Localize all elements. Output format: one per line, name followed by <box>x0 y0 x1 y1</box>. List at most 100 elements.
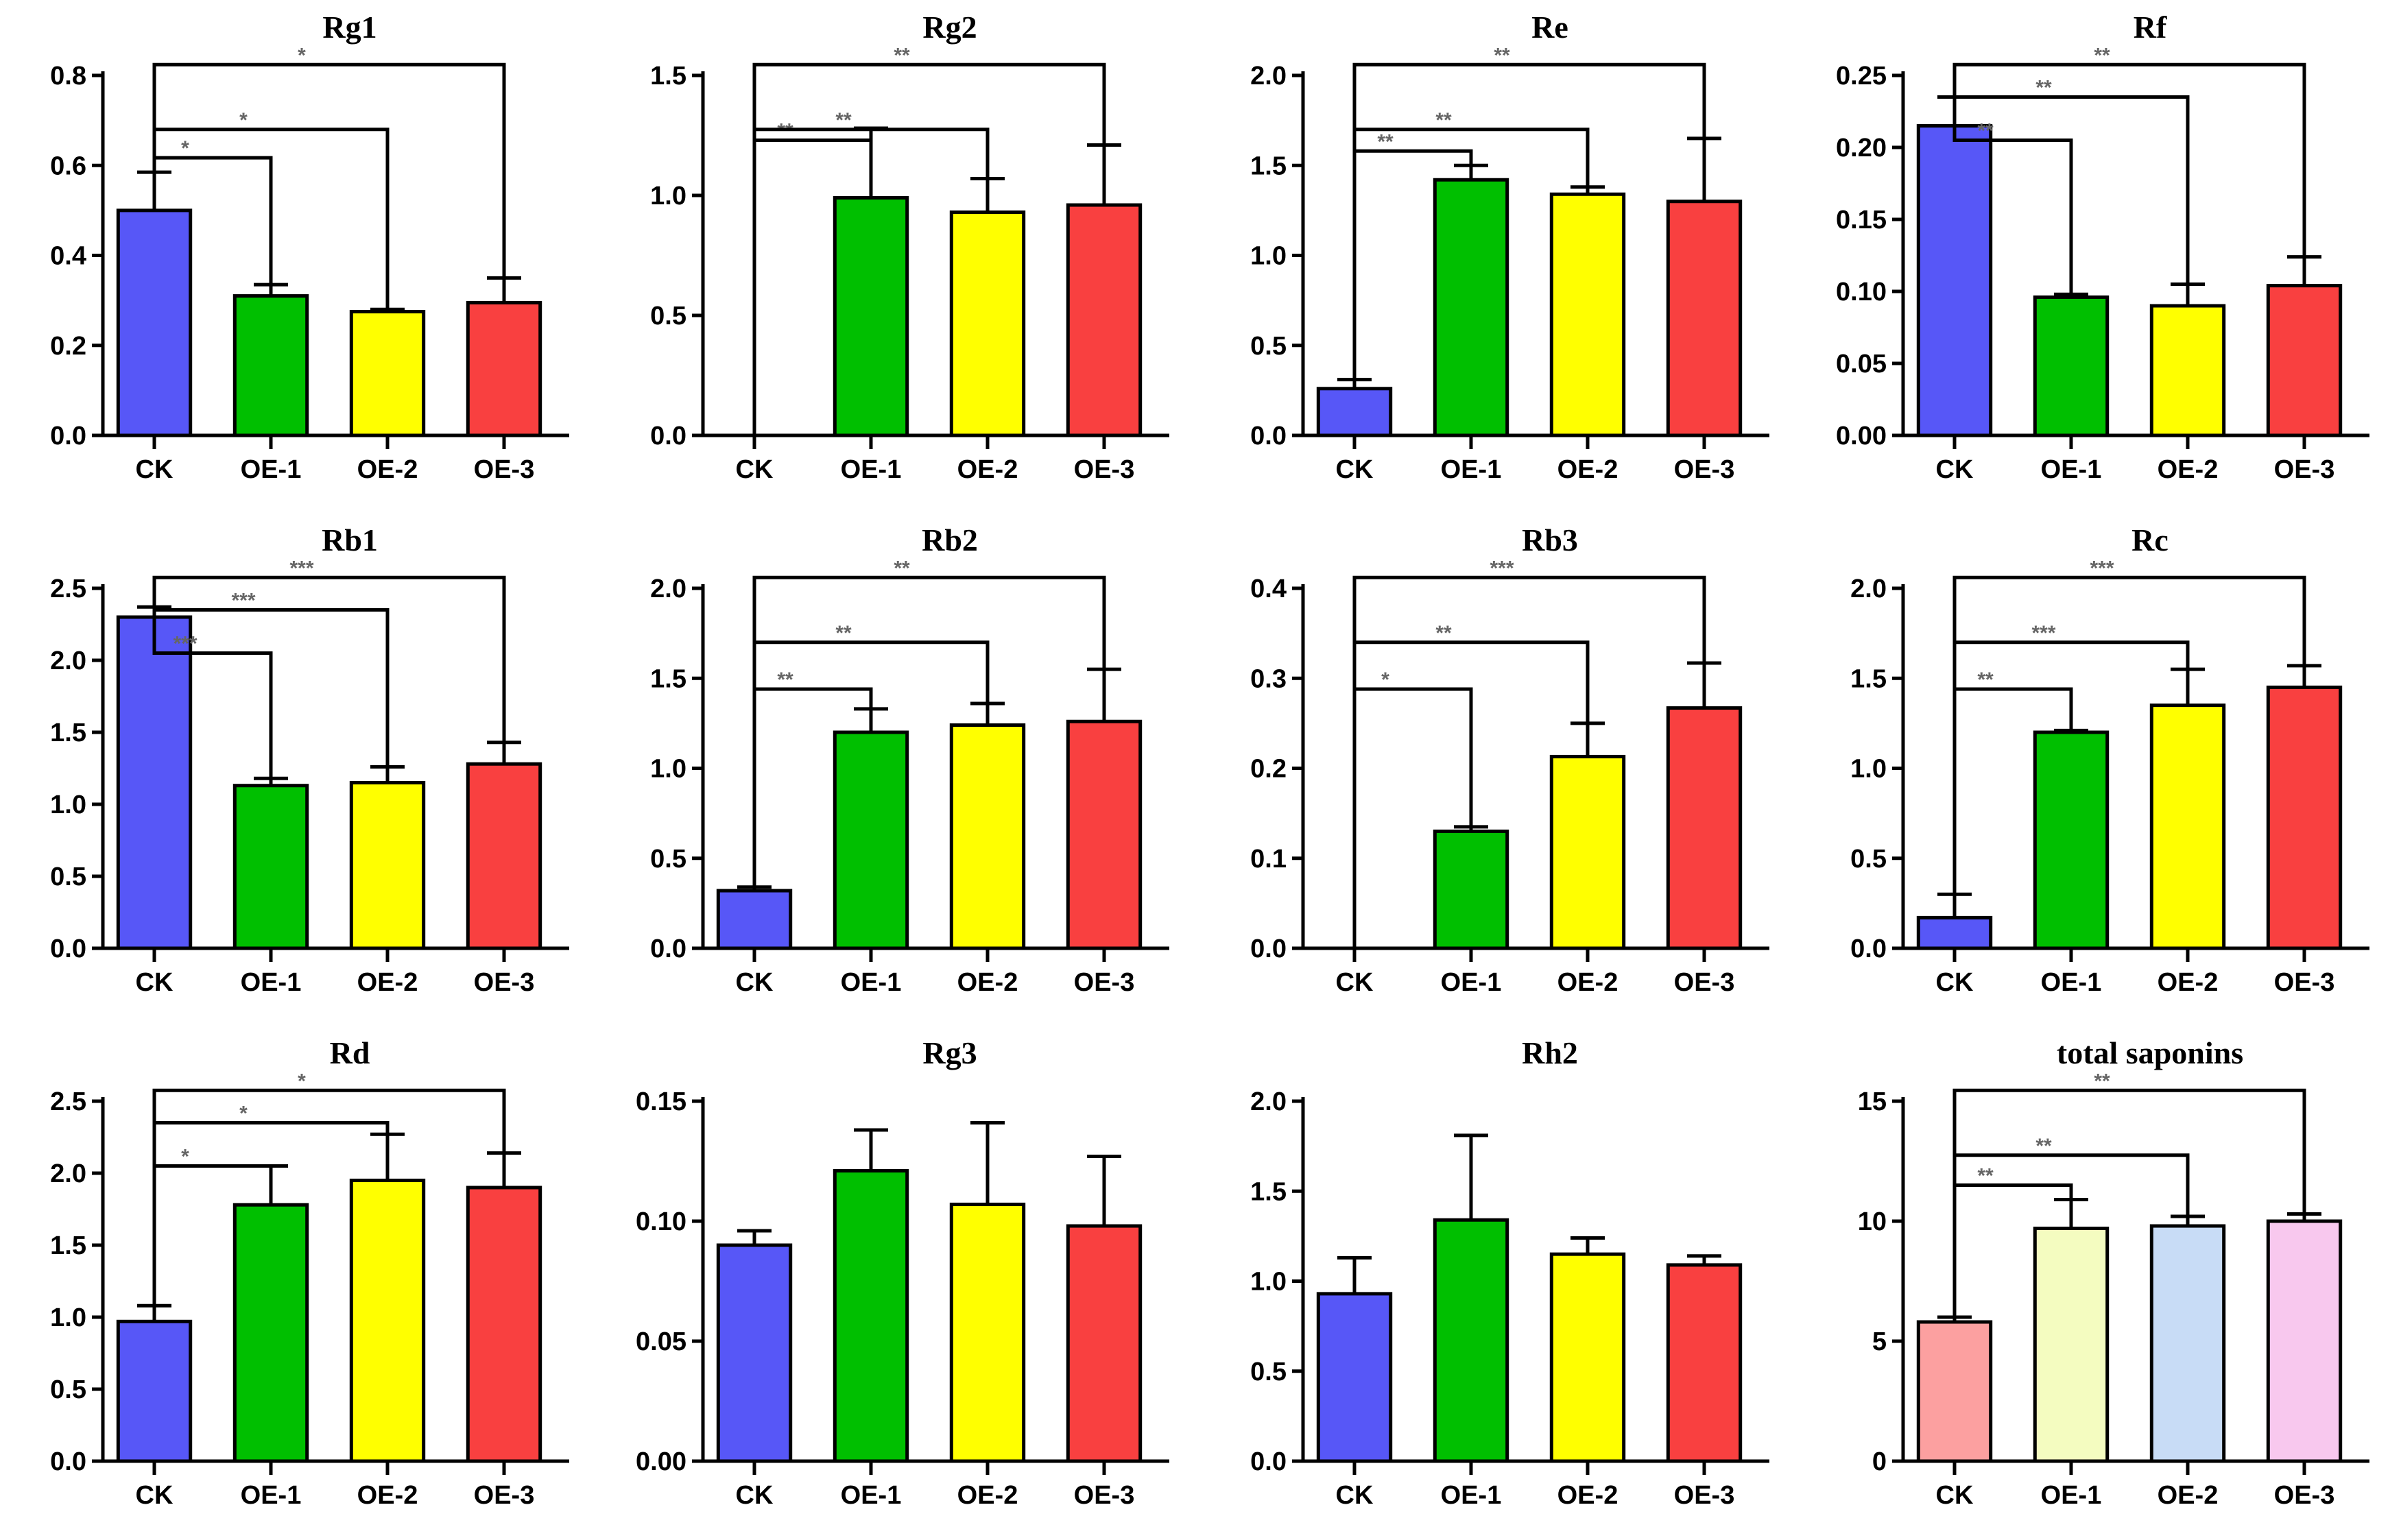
significance-bracket <box>152 575 506 743</box>
x-tick-label: CK <box>1336 968 1374 997</box>
x-tick-label: OE-3 <box>1674 968 1735 997</box>
y-tick-label: 0.0 <box>1250 935 1287 963</box>
significance-label: * <box>298 44 306 67</box>
bar-oe-1 <box>232 784 309 950</box>
bar-oe-3 <box>1666 200 1743 437</box>
y-tick-label: 1.5 <box>650 62 686 91</box>
x-tick-label: CK <box>1936 968 1974 997</box>
significance-label: *** <box>1490 557 1514 579</box>
bar-oe-1 <box>1433 829 1509 950</box>
bar-oe-1 <box>833 1169 909 1463</box>
significance-label: ** <box>835 109 852 132</box>
y-tick-label: 0.05 <box>636 1327 686 1356</box>
significance-label: ** <box>2094 1070 2110 1092</box>
y-tick-label: 0.0 <box>50 1447 86 1476</box>
x-tick-label: OE-1 <box>241 968 302 997</box>
bar-oe-1 <box>2033 730 2110 950</box>
significance-bracket <box>152 607 273 779</box>
significance-label: *** <box>173 633 197 655</box>
x-tick-label: OE-2 <box>2158 455 2219 484</box>
y-tick-label: 0.5 <box>1850 845 1887 874</box>
bar-oe-1 <box>833 196 909 437</box>
bar-ck <box>1316 387 1393 437</box>
chart-panel-total-saponins: total saponins 0 5 10 15 CK OE-1 OE-2 OE-3 ** ** ** <box>1858 1035 2369 1510</box>
x-tick-label: OE-1 <box>1441 968 1502 997</box>
y-tick-label: 0.0 <box>650 935 686 963</box>
significance-label: ** <box>894 44 910 67</box>
y-tick-label: 0.4 <box>1250 575 1287 603</box>
bar-oe-3 <box>1666 1263 1743 1463</box>
bar-oe-1 <box>232 1203 309 1463</box>
y-tick-label: 1.5 <box>1250 152 1287 180</box>
significance-bracket <box>1952 1088 2306 1317</box>
chart-title: Rg1 <box>322 10 377 45</box>
y-tick-label: 0.2 <box>1250 755 1287 784</box>
y-tick-label: 0.25 <box>1836 62 1887 91</box>
x-tick-label: OE-1 <box>841 455 902 484</box>
significance-label: * <box>239 1103 248 1125</box>
significance-label: ** <box>2035 77 2052 99</box>
x-tick-label: CK <box>1936 455 1974 484</box>
significance-bracket <box>1955 95 2190 285</box>
significance-label: ** <box>2094 44 2110 67</box>
bar-oe-2 <box>1549 192 1626 437</box>
chart-panel-rb2: Rb2 0.0 0.5 1.0 1.5 2.0 CK OE-1 OE-2 OE-3 ** ** ** <box>650 522 1169 997</box>
x-tick-label: OE-3 <box>1074 968 1135 997</box>
y-tick-label: 0.6 <box>50 152 86 180</box>
x-tick-label: OE-3 <box>474 455 535 484</box>
bar-oe-3 <box>1066 203 1143 437</box>
significance-label: ** <box>777 669 793 691</box>
y-tick-label: 0.5 <box>1250 1358 1287 1386</box>
bar-ck <box>116 615 193 950</box>
bar-oe-1 <box>1433 178 1509 437</box>
y-tick-label: 0.10 <box>636 1207 686 1236</box>
bar-oe-3 <box>466 300 542 437</box>
y-tick-label: 1.0 <box>1250 242 1287 271</box>
chart-panel-rg1: Rg1 0.0 0.2 0.4 0.6 0.8 CK OE-1 OE-2 OE-3 * * * <box>50 10 569 484</box>
chart-title: Re <box>1531 10 1568 45</box>
bar-oe-3 <box>1066 719 1143 950</box>
bar-oe-3 <box>1066 1224 1143 1463</box>
bar-ck <box>1916 915 1993 950</box>
chart-title: Rc <box>2131 522 2169 557</box>
significance-label: ** <box>1377 130 1394 153</box>
significance-bracket <box>152 1088 506 1306</box>
x-tick-label: OE-1 <box>2041 1481 2102 1510</box>
significance-label: *** <box>2031 622 2055 645</box>
x-tick-label: OE-2 <box>2158 1481 2219 1510</box>
bar-ck <box>1916 124 1993 437</box>
significance-bracket <box>152 607 390 767</box>
chart-title: Rf <box>2134 10 2167 45</box>
bar-oe-2 <box>1549 754 1626 950</box>
y-tick-label: 0.15 <box>636 1087 686 1116</box>
y-tick-label: 1.5 <box>50 1231 86 1260</box>
x-tick-label: OE-1 <box>1441 455 1502 484</box>
y-tick-label: 0.0 <box>1850 935 1887 963</box>
chart-title: Rb3 <box>1522 522 1578 557</box>
chart-title: Rg3 <box>922 1035 977 1070</box>
bar-oe-2 <box>1549 1252 1626 1463</box>
x-tick-label: CK <box>736 968 774 997</box>
y-tick-label: 5 <box>1872 1327 1887 1356</box>
y-tick-label: 1.5 <box>650 664 686 693</box>
x-tick-label: OE-3 <box>474 968 535 997</box>
bar-oe-3 <box>1666 706 1743 950</box>
y-tick-label: 2.0 <box>650 575 686 603</box>
y-tick-label: 0.5 <box>650 302 686 330</box>
x-tick-label: OE-2 <box>957 1481 1018 1510</box>
bar-oe-3 <box>2266 1219 2343 1463</box>
y-tick-label: 0.3 <box>1250 664 1287 693</box>
x-tick-label: OE-1 <box>841 968 902 997</box>
y-tick-label: 0.8 <box>50 62 86 91</box>
bar-ck <box>116 208 193 437</box>
y-tick-label: 0.00 <box>1836 422 1887 450</box>
y-tick-label: 0.5 <box>50 1375 86 1404</box>
y-tick-label: 1.5 <box>50 719 86 747</box>
significance-bracket <box>1952 575 2306 895</box>
x-tick-label: OE-3 <box>1074 1481 1135 1510</box>
significance-label: ** <box>894 557 910 579</box>
x-tick-label: OE-2 <box>357 968 418 997</box>
significance-label: ** <box>2035 1135 2052 1157</box>
y-tick-label: 0.0 <box>50 935 86 963</box>
